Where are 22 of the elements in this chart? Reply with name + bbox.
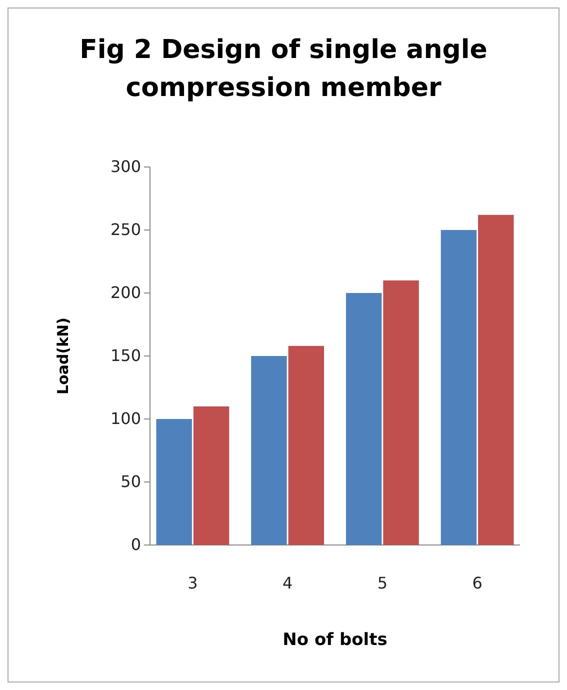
x-tick-label: 5 — [377, 573, 388, 592]
x-tick-label: 4 — [282, 573, 293, 592]
bar — [193, 406, 230, 545]
y-tick-label: 250 — [110, 220, 141, 240]
x-tick-label: 6 — [472, 573, 482, 592]
bar — [383, 280, 419, 545]
y-tick-label: 150 — [110, 346, 141, 366]
chart-title: Fig 2 Design of single angle compression member — [80, 35, 488, 103]
y-tick-label: 50 — [120, 472, 141, 492]
x-tick-label: 3 — [188, 573, 198, 592]
y-axis-title: Load(kN) — [54, 318, 72, 394]
y-tick-label: 0 — [130, 535, 141, 554]
y-tick-label: 200 — [110, 283, 141, 302]
bar — [251, 356, 287, 545]
y-tick-label: 300 — [110, 157, 141, 176]
bar — [478, 214, 514, 545]
x-axis-title: No of bolts — [282, 630, 388, 650]
bar — [346, 293, 382, 545]
bar — [288, 346, 324, 545]
bar — [440, 230, 477, 545]
bar — [156, 419, 192, 545]
y-tick-label: 100 — [110, 409, 141, 428]
